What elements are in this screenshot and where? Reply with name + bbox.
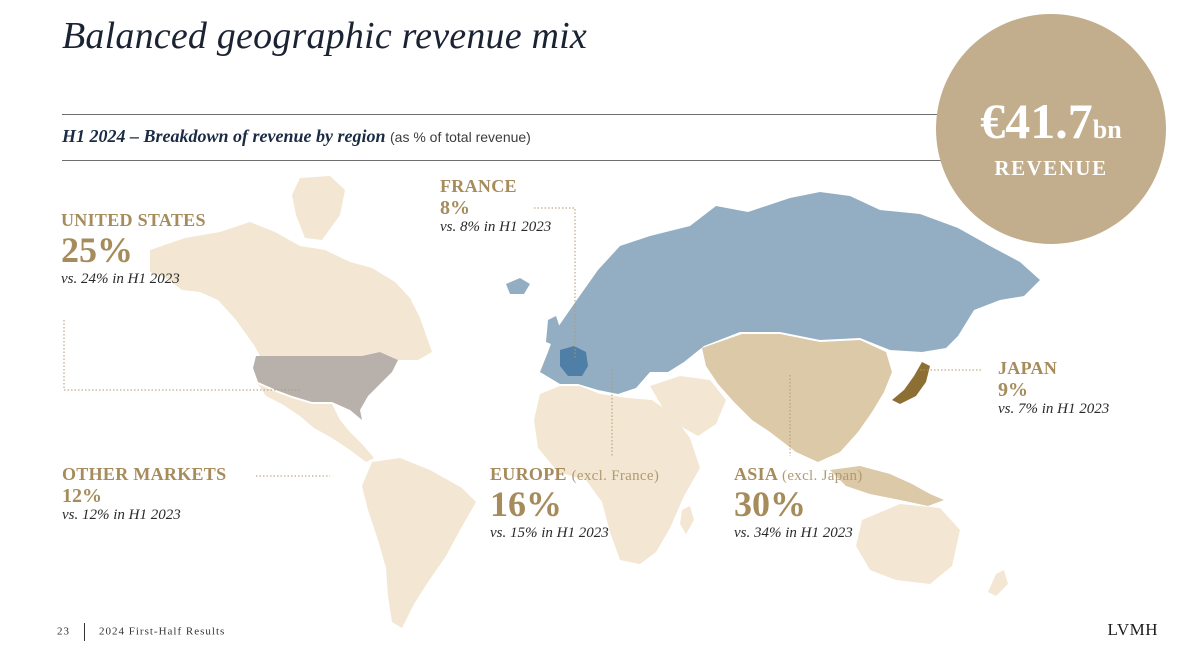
revenue-amount: €41.7bn bbox=[936, 96, 1166, 146]
map-africa bbox=[534, 386, 700, 564]
leader-united-states bbox=[63, 320, 300, 391]
divider-bottom bbox=[62, 160, 962, 161]
region-pct: 12% bbox=[62, 485, 102, 507]
region-pct: 8% bbox=[440, 197, 470, 219]
map-uk bbox=[546, 316, 562, 346]
subtitle-note: (as % of total revenue) bbox=[390, 129, 531, 145]
region-name: ASIA bbox=[734, 464, 778, 484]
document-title: 2024 First-Half Results bbox=[99, 625, 226, 638]
region-japan: JAPAN 9% vs. 7% in H1 2023 bbox=[998, 358, 1109, 418]
page-title: Balanced geographic revenue mix bbox=[62, 15, 587, 57]
region-excl: (excl. France) bbox=[571, 468, 660, 484]
region-europe: EUROPE (excl. France) 16% vs. 15% in H1 … bbox=[490, 464, 659, 542]
region-cmp: vs. 8% in H1 2023 bbox=[440, 219, 552, 235]
region-cmp: vs. 15% in H1 2023 bbox=[490, 524, 609, 541]
region-pct: 16% bbox=[490, 484, 562, 524]
region-pct: 9% bbox=[998, 379, 1028, 401]
leader-lines bbox=[63, 207, 982, 477]
region-cmp: vs. 7% in H1 2023 bbox=[998, 401, 1110, 417]
revenue-label: REVENUE bbox=[994, 156, 1108, 180]
map-central-america bbox=[258, 384, 374, 462]
region-name: UNITED STATES bbox=[61, 210, 206, 230]
map-iceland bbox=[506, 278, 530, 294]
map-australia bbox=[856, 504, 960, 584]
page-number: 23 bbox=[57, 625, 70, 638]
region-cmp: vs. 34% in H1 2023 bbox=[734, 524, 853, 541]
map-france bbox=[560, 346, 588, 376]
region-name: OTHER MARKETS bbox=[62, 464, 227, 484]
subtitle: H1 2024 – Breakdown of revenue by region… bbox=[62, 126, 531, 147]
map-madagascar bbox=[680, 506, 694, 534]
map-middle-east bbox=[650, 376, 726, 436]
leader-france bbox=[534, 207, 576, 358]
region-name: JAPAN bbox=[998, 358, 1058, 378]
map-europe-russia bbox=[540, 192, 1040, 394]
region-asia: ASIA (excl. Japan) 30% vs. 34% in H1 202… bbox=[734, 464, 863, 542]
footer-separator bbox=[84, 623, 85, 641]
region-name-row: EUROPE (excl. France) bbox=[490, 464, 659, 485]
region-cmp: vs. 12% in H1 2023 bbox=[62, 507, 181, 523]
map-asia bbox=[702, 334, 892, 462]
region-cmp: vs. 24% in H1 2023 bbox=[61, 270, 180, 287]
map-japan bbox=[892, 362, 930, 404]
region-excl: (excl. Japan) bbox=[782, 468, 863, 484]
region-pct: 30% bbox=[734, 484, 806, 524]
region-name: EUROPE bbox=[490, 464, 567, 484]
map-se-asia-islands bbox=[830, 466, 944, 506]
map-canada-alaska bbox=[150, 222, 432, 360]
map-greenland bbox=[292, 176, 345, 240]
revenue-value: €41.7 bbox=[980, 93, 1093, 149]
revenue-badge: €41.7bn REVENUE bbox=[936, 14, 1166, 244]
map-united-states bbox=[253, 352, 398, 420]
region-name-row: ASIA (excl. Japan) bbox=[734, 464, 863, 485]
region-name: FRANCE bbox=[440, 176, 517, 196]
lvmh-logo: LVMH bbox=[1107, 620, 1158, 639]
revenue-unit: bn bbox=[1092, 115, 1122, 144]
region-united-states: UNITED STATES 25% vs. 24% in H1 2023 bbox=[61, 210, 206, 288]
footer: 23 2024 First-Half Results bbox=[57, 623, 225, 641]
divider-top bbox=[62, 114, 962, 115]
map-new-zealand bbox=[988, 570, 1008, 596]
region-other-markets: OTHER MARKETS 12% vs. 12% in H1 2023 bbox=[62, 464, 226, 524]
region-france: FRANCE 8% vs. 8% in H1 2023 bbox=[440, 176, 551, 236]
subtitle-main: H1 2024 – Breakdown of revenue by region bbox=[62, 126, 386, 146]
region-pct: 25% bbox=[61, 230, 133, 270]
map-south-america bbox=[362, 458, 476, 628]
